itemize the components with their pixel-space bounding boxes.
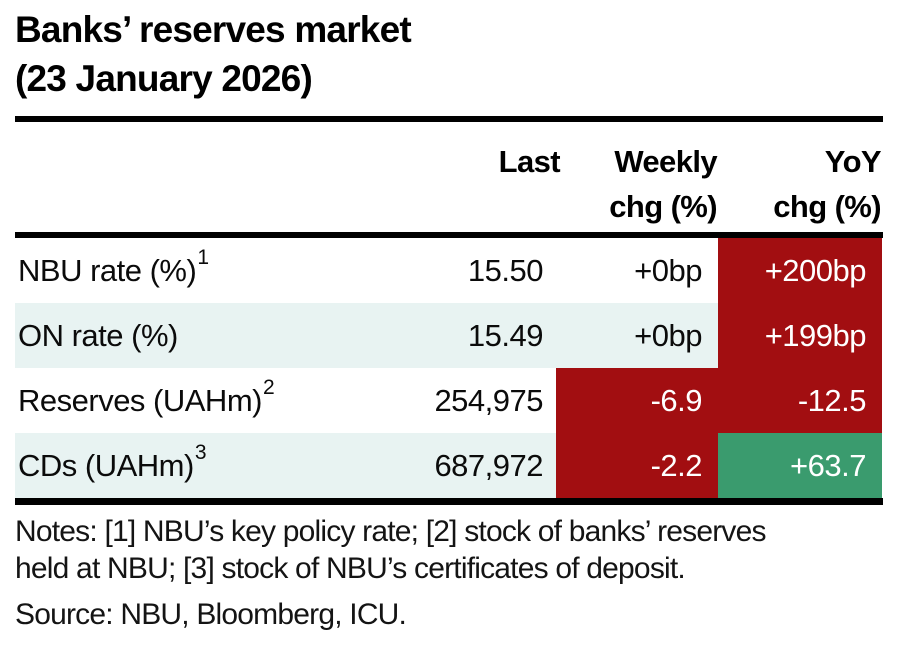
row-label-text: Reserves (UAHm) [18, 382, 262, 418]
row-label: NBU rate (%) 1 [18, 245, 209, 288]
notes-text: Notes: [1] NBU’s key policy rate; [2] st… [15, 513, 767, 587]
last-value: 254,975 [434, 382, 543, 418]
source-line: Source: NBU, Bloomberg, ICU. [15, 598, 407, 631]
table-row-cds: CDs (UAHm) 3 687,972 -2.2 +63.7 [15, 433, 882, 498]
header-divider [15, 232, 883, 238]
column-header-yoy-chg: YoY chg (%) [773, 139, 881, 229]
weekly-chg-value: +0bp [634, 317, 702, 353]
weekly-chg-value: -2.2 [556, 433, 718, 498]
column-header-last: Last [498, 139, 561, 184]
column-header-yoy-line1: YoY [824, 144, 882, 179]
row-label-text: NBU rate (%) [18, 252, 197, 288]
yoy-chg-value: +199bp [718, 303, 882, 368]
last-value: 15.50 [467, 252, 544, 288]
row-label: Reserves (UAHm) 2 [18, 375, 275, 418]
row-label-text: CDs (UAHm) [18, 447, 194, 483]
table-row-nbu-rate: NBU rate (%) 1 15.50 +0bp +200bp [15, 238, 882, 303]
yoy-chg-value: +63.7 [718, 433, 882, 498]
table-bottom-divider [15, 498, 883, 505]
last-value: 687,972 [434, 447, 543, 483]
title-divider [15, 116, 883, 122]
column-header-weekly-chg: Weekly chg (%) [609, 139, 717, 229]
yoy-chg-value: -12.5 [718, 368, 882, 433]
column-header-weekly-line1: Weekly [614, 144, 717, 179]
last-value: 15.49 [467, 317, 544, 353]
row-label-text: ON rate (%) [18, 317, 178, 353]
column-header-yoy-line2: chg (%) [773, 189, 881, 224]
column-header-weekly-line2: chg (%) [609, 189, 717, 224]
yoy-chg-value: +200bp [718, 238, 882, 303]
table-row-on-rate: ON rate (%) 15.49 +0bp +199bp [15, 303, 882, 368]
table-row-reserves: Reserves (UAHm) 2 254,975 -6.9 -12.5 [15, 368, 882, 433]
weekly-chg-value: -6.9 [556, 368, 718, 433]
page-title: Banks’ reserves market (23 January 2026) [15, 5, 412, 103]
row-label: ON rate (%) [18, 303, 179, 368]
column-header-last-line1: Last [498, 144, 561, 179]
notes-line2: held at NBU; [3] stock of NBU’s certific… [15, 552, 686, 585]
notes-line1: Notes: [1] NBU’s key policy rate; [2] st… [15, 515, 767, 548]
page-title-line2: (23 January 2026) [15, 58, 313, 99]
page-title-line1: Banks’ reserves market [15, 9, 412, 50]
weekly-chg-value: +0bp [634, 252, 702, 288]
row-label: CDs (UAHm) 3 [18, 440, 207, 483]
